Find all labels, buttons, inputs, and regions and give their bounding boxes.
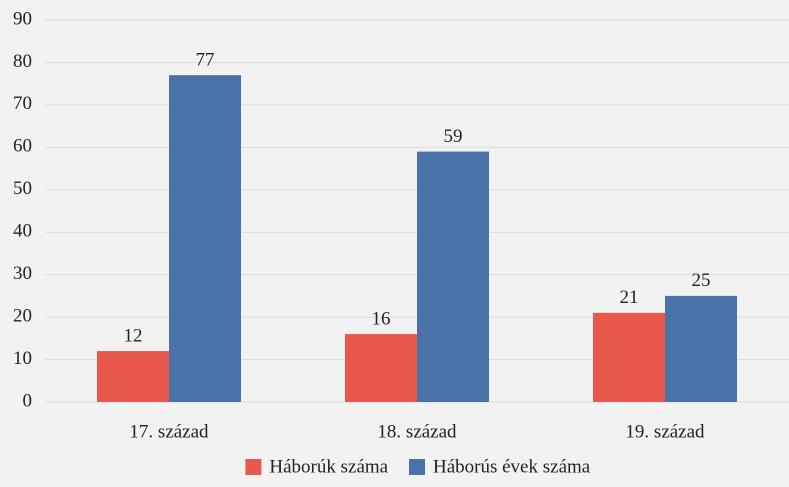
legend-label: Háborúk száma [269,456,388,477]
x-tick-label: 18. század [377,421,457,442]
bar [345,334,417,402]
y-tick-label: 50 [13,178,32,199]
legend-label: Háborús évek száma [433,456,591,477]
x-tick-label: 17. század [129,421,209,442]
data-label: 21 [620,287,639,308]
data-label: 25 [692,270,711,291]
x-tick-label: 19. század [625,421,705,442]
y-tick-label: 20 [13,305,32,326]
bar [417,151,489,402]
legend-swatch [409,459,425,475]
y-tick-label: 30 [13,263,32,284]
bar [665,295,737,402]
data-label: 59 [444,126,463,147]
legend-swatch [245,459,262,475]
bar [593,312,665,402]
y-tick-label: 0 [23,390,33,411]
y-tick-label: 40 [13,221,32,242]
data-label: 77 [196,50,215,71]
data-label: 12 [124,325,143,346]
y-tick-label: 10 [13,348,32,369]
y-tick-label: 70 [13,93,32,114]
data-label: 16 [372,308,391,329]
bar [97,351,169,402]
bar [169,75,241,402]
y-tick-label: 80 [13,51,32,72]
y-tick-label: 90 [13,8,32,29]
y-tick-label: 60 [13,136,32,157]
